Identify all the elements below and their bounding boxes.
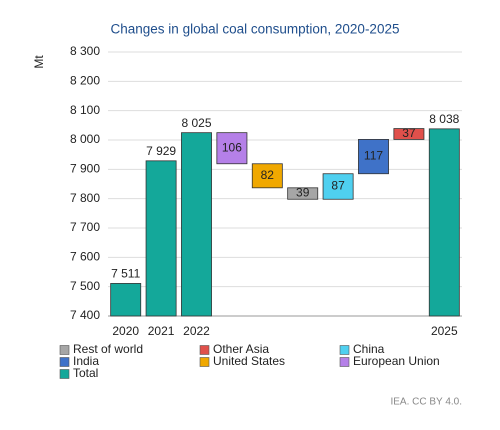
y-tick-label: 7 500 <box>70 279 100 293</box>
legend-label: European Union <box>353 354 440 368</box>
value-label: 106 <box>222 140 242 154</box>
bar <box>110 283 142 317</box>
bar <box>145 160 177 317</box>
legend-swatch <box>199 357 210 367</box>
source: IEA. CC BY 4.0. <box>390 397 462 408</box>
value-label: 8 025 <box>181 116 211 130</box>
legend-swatch <box>59 369 70 379</box>
legend-label: China <box>353 342 385 356</box>
legend-swatch <box>59 357 70 367</box>
y-tick-label: 7 700 <box>70 220 100 234</box>
y-tick-label: 7 900 <box>70 162 100 176</box>
legend-label: Other Asia <box>213 342 269 356</box>
y-tick-label: 8 000 <box>70 132 100 146</box>
bar <box>393 128 425 140</box>
value-label: 7 929 <box>146 144 176 158</box>
value-label: 82 <box>261 168 275 182</box>
chart-title: Changes in global coal consumption, 2020… <box>111 22 400 37</box>
x-tick-label: 2021 <box>148 324 175 338</box>
legend-swatch <box>59 345 70 355</box>
y-tick-label: 8 100 <box>70 103 100 117</box>
value-label: 37 <box>402 126 416 140</box>
y-tick-label: 8 300 <box>70 44 100 58</box>
bar <box>428 128 460 317</box>
value-label: 87 <box>331 179 345 193</box>
value-label: 117 <box>364 149 383 163</box>
legend-label: United States <box>213 354 285 368</box>
bar <box>181 132 212 317</box>
bar <box>287 187 319 200</box>
y-tick-label: 7 600 <box>70 250 100 264</box>
y-axis-label: Mt <box>32 55 46 69</box>
legend-label: Total <box>73 366 98 380</box>
legend-swatch <box>199 345 210 355</box>
legend-label: India <box>73 354 99 368</box>
y-tick-label: 7 800 <box>70 191 100 205</box>
bar <box>358 139 389 175</box>
legend-swatch <box>339 357 350 367</box>
legend-swatch <box>339 345 350 355</box>
x-tick-label: 2020 <box>112 324 139 338</box>
value-label: 7 511 <box>111 267 140 281</box>
y-tick-label: 7 400 <box>70 308 100 322</box>
x-tick-label: 2022 <box>183 324 210 338</box>
x-tick-label: 2025 <box>431 324 458 338</box>
legend-label: Rest of world <box>73 342 143 356</box>
bar <box>216 132 248 165</box>
y-tick-label: 8 200 <box>70 74 100 88</box>
bar <box>251 163 283 189</box>
value-label: 8 038 <box>429 112 459 126</box>
bar <box>322 173 354 200</box>
value-label: 39 <box>296 186 310 200</box>
